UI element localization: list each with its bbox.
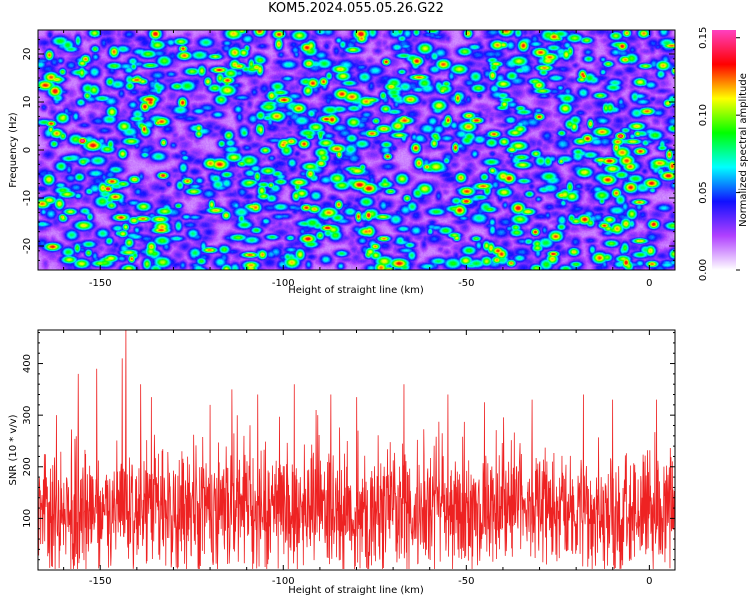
snr-y-tick-label: 400 xyxy=(22,354,33,373)
colorbar-tick-label: 0.15 xyxy=(698,27,709,49)
snr-line xyxy=(37,329,676,570)
heatmap-x-tick-label: -50 xyxy=(458,278,474,289)
heatmap-image xyxy=(38,30,675,270)
colorbar-bar xyxy=(712,30,736,270)
colorbar-tick-label: 0.05 xyxy=(698,181,709,203)
heatmap-x-tick-label: -150 xyxy=(89,278,112,289)
heatmap-x-tick-label: -100 xyxy=(272,278,295,289)
heatmap-x-tick-label: 0 xyxy=(646,278,652,289)
heatmap-y-tick-label: -20 xyxy=(22,238,33,254)
heatmap-y-ticks: -20 -10 0 10 20 xyxy=(22,29,675,271)
colorbar-tick-label: 0.00 xyxy=(698,259,709,281)
heatmap-x-ticks: -150 -100 -50 0 xyxy=(63,30,653,289)
snr-x-tick-label: -150 xyxy=(89,576,112,587)
snr-x-tick-label: -50 xyxy=(458,576,474,587)
colorbar-ticks: 0.00 0.05 0.10 0.15 xyxy=(698,27,740,281)
heatmap-x-axis-label: Height of straight line (km) xyxy=(288,285,424,296)
snr-x-tick-label: 0 xyxy=(646,576,652,587)
snr-panel: -150 -100 -50 0 100 200 300 400 Height of stra… xyxy=(8,329,676,596)
colorbar-label: Normalized spectral amplitude xyxy=(738,73,749,227)
snr-x-tick-labels: -150 -100 -50 0 xyxy=(89,576,653,587)
snr-x-axis-label: Height of straight line (km) xyxy=(288,585,424,596)
heatmap-y-tick-label: 0 xyxy=(22,147,33,153)
snr-y-axis-label: SNR (10 * v/v) xyxy=(8,414,19,485)
snr-y-tick-label: 100 xyxy=(22,509,33,528)
heatmap-y-tick-label: 10 xyxy=(22,96,33,109)
heatmap-x-tick-labels: -150 -100 -50 0 xyxy=(89,278,653,289)
colorbar-tick-label: 0.10 xyxy=(698,104,709,126)
snr-x-ticks: -150 -100 -50 0 xyxy=(63,330,653,587)
heatmap-y-tick-label: 20 xyxy=(22,48,33,61)
snr-y-tick-label: 300 xyxy=(22,406,33,425)
snr-x-tick-label: -100 xyxy=(272,576,295,587)
heatmap-y-tick-label: -10 xyxy=(22,190,33,206)
heatmap-y-axis-label: Frequency (Hz) xyxy=(8,112,19,188)
page-title: KOM5.2024.055.05.26.G22 xyxy=(268,1,444,16)
snr-y-tick-label: 200 xyxy=(22,457,33,476)
snr-series xyxy=(37,329,676,570)
snr-y-ticks: 100 200 300 400 xyxy=(22,332,675,561)
colorbar: 0.00 0.05 0.10 0.15 Normalized spectral amp… xyxy=(698,27,749,282)
